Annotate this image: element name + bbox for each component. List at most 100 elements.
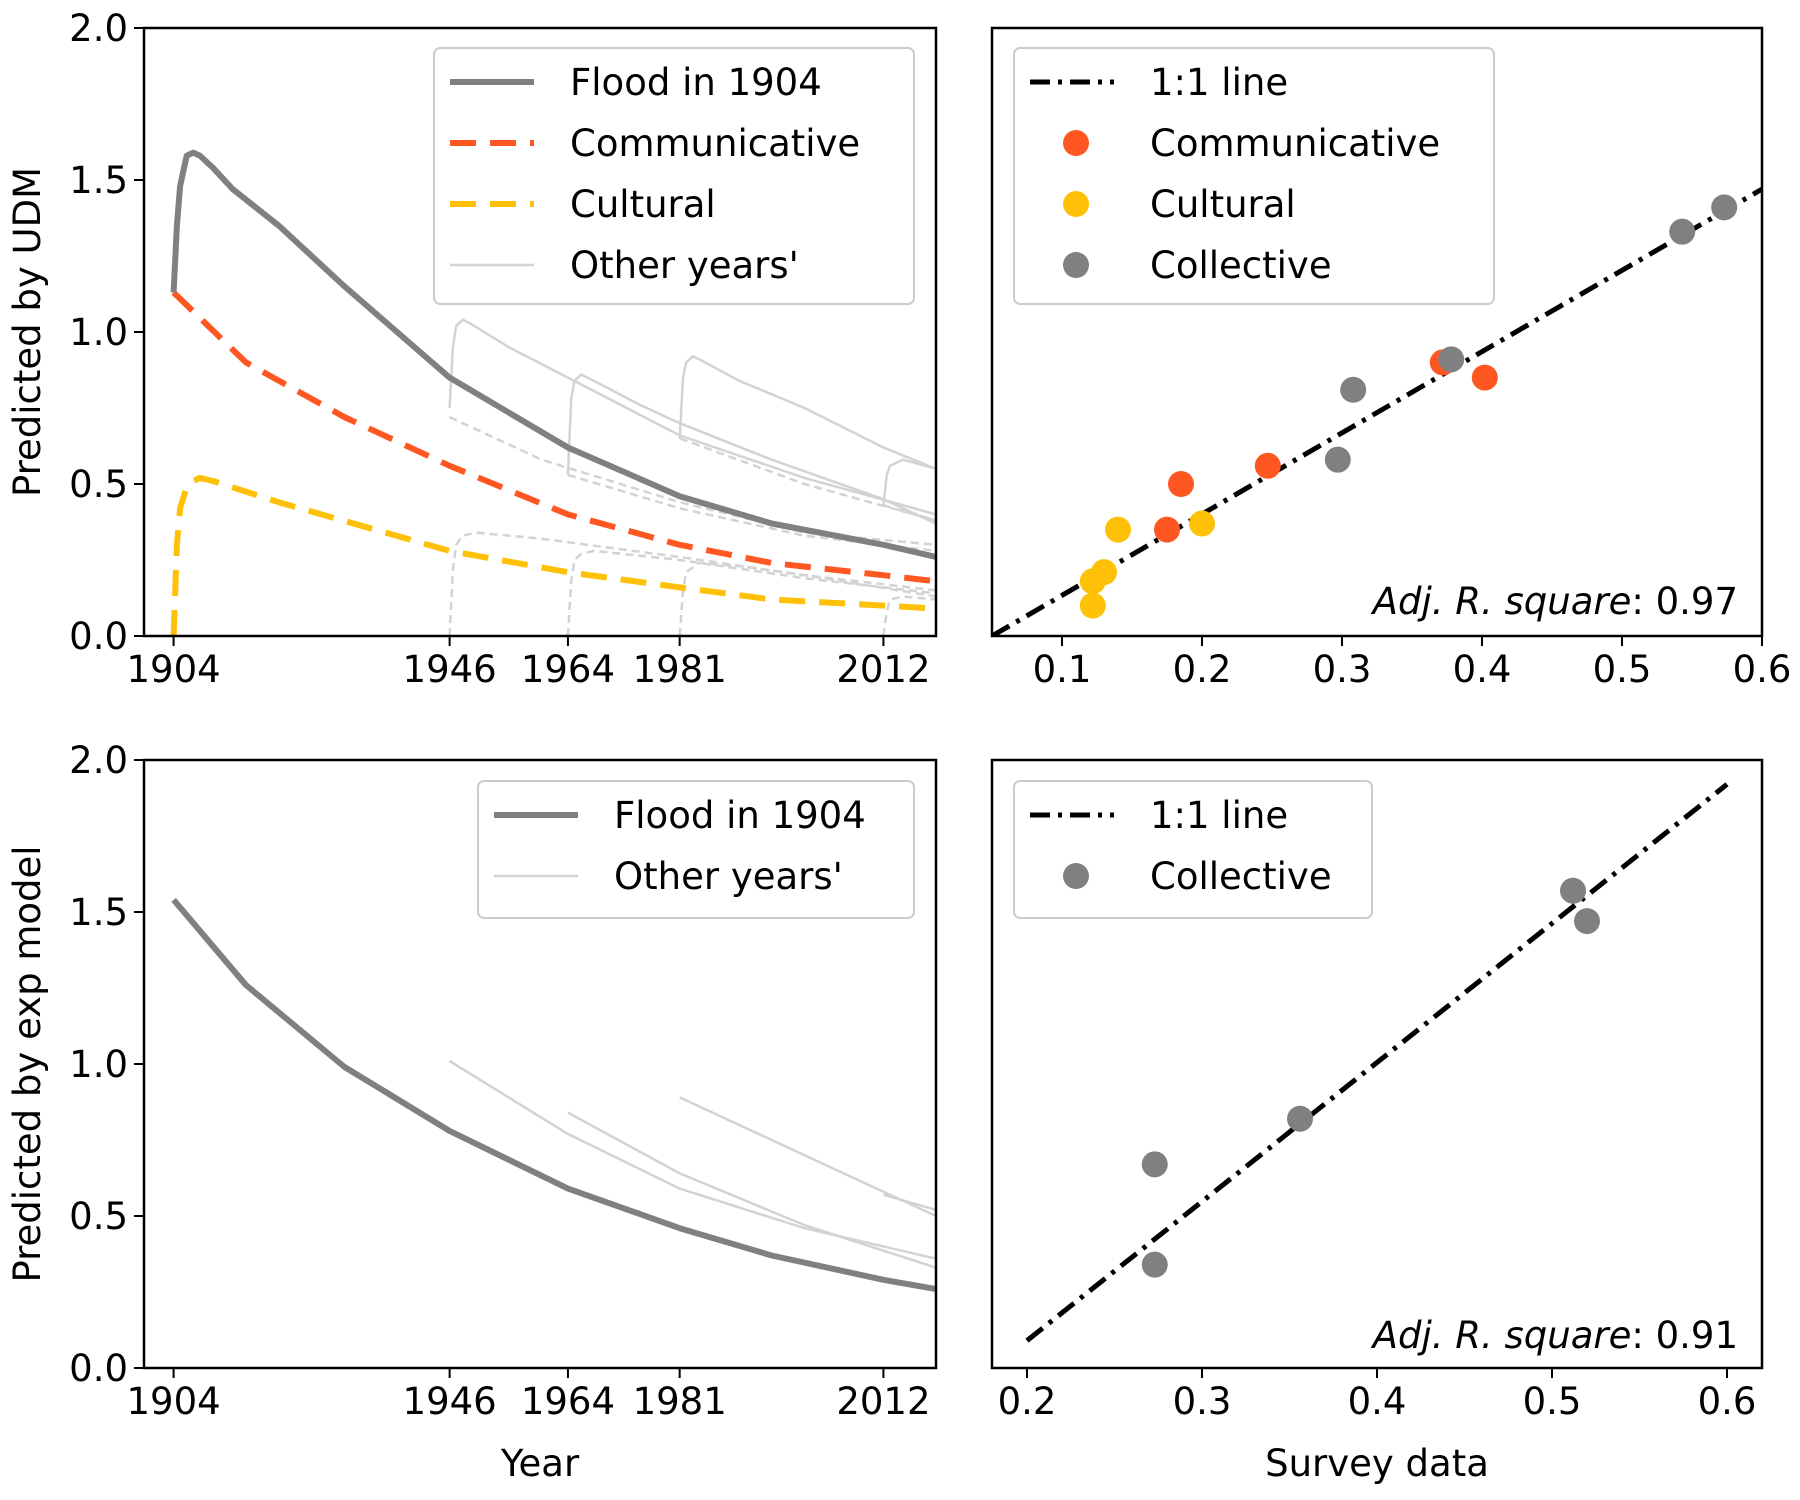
other-years-dashed-line: [679, 437, 936, 522]
y-tick-label: 1.0: [69, 1043, 128, 1086]
x-tick-label: 1981: [633, 1380, 727, 1423]
cultural-point: [1079, 592, 1106, 619]
collective-point: [1438, 346, 1465, 373]
panel-bottom-left: 1904 1946 1964 1981 2012 0.0 0.5 1.0 1.5 2.0 Predi…: [6, 739, 938, 1485]
x-tick-label: 2012: [836, 648, 930, 691]
x-axis-title: Survey data: [1265, 1442, 1489, 1485]
flood-series-line: [170, 149, 936, 560]
legend-marker: [1063, 863, 1089, 889]
legend-label: Cultural: [1150, 183, 1296, 226]
legend-box: [1013, 47, 1495, 305]
other-years-line: [566, 373, 936, 525]
other-years-line: [678, 354, 936, 470]
legend-label: 1:1 line: [1150, 794, 1288, 837]
legend-label: 1:1 line: [1150, 61, 1288, 104]
x-tick-label: 0.3: [1313, 648, 1372, 691]
y-axis-title: Predicted by UDM: [6, 167, 49, 497]
cultural-point: [1105, 516, 1131, 543]
legend-item: Communicative: [450, 122, 860, 165]
x-tick-label: 0.3: [1173, 1380, 1232, 1423]
r-square-label: Adj. R. square: [1371, 1314, 1632, 1357]
plot-area: [171, 897, 936, 1292]
legend-label: Communicative: [570, 122, 860, 165]
x-tick-label: 0.2: [998, 1380, 1057, 1423]
legend-item: Collective: [1063, 244, 1332, 287]
legend-item: Cultural: [450, 183, 716, 226]
legend-item: Other years': [450, 244, 799, 287]
collective-point: [1324, 446, 1351, 473]
collective-point: [1141, 1151, 1168, 1178]
collective-point: [1560, 877, 1586, 904]
cultural-point: [1189, 510, 1215, 537]
collective-point: [1669, 218, 1696, 245]
r-square-annotation: Adj. R. square: 0.91: [1371, 1314, 1738, 1357]
other-years-dashed-line: [567, 473, 936, 553]
legend-box: [433, 47, 915, 305]
legend-item: Collective: [1063, 855, 1332, 898]
communicative-point: [1254, 452, 1281, 479]
one-to-one-line: [992, 186, 1762, 636]
other-years-line: [882, 458, 936, 506]
x-tick-label: 1904: [126, 1380, 220, 1423]
other-years-dashed-line: [883, 504, 936, 522]
legend-item: Communicative: [1063, 122, 1440, 165]
legend: 1:1 line Communicative Cultural Collective: [1013, 47, 1495, 305]
other-years-line: [883, 1193, 936, 1212]
cultural-series-line: [170, 474, 936, 636]
x-tick-label: 1946: [403, 648, 497, 691]
plot-area: [170, 149, 936, 636]
legend: Flood in 1904 Communicative Cultural Other …: [433, 47, 915, 305]
x-tick-label: 0.6: [1698, 1380, 1757, 1423]
communicative-point: [1154, 516, 1180, 543]
legend-label: Collective: [1150, 244, 1332, 287]
y-axis-title: Predicted by exp model: [6, 845, 49, 1282]
legend: Flood in 1904 Other years': [477, 780, 915, 919]
legend-item: 1:1 line: [1030, 61, 1288, 104]
x-tick-label: 1946: [403, 1380, 497, 1423]
plot-area: [1025, 782, 1729, 1343]
cultural-point: [1091, 559, 1117, 586]
plot-frame: [990, 26, 1764, 638]
other-years-line: [679, 1096, 936, 1218]
y-tick-label: 1.5: [69, 891, 128, 934]
y-tick-label: 1.0: [69, 311, 128, 354]
legend-label: Communicative: [1150, 122, 1440, 165]
legend-item: Flood in 1904: [494, 794, 866, 837]
collective-point: [1340, 376, 1367, 403]
r-square-label: Adj. R. square: [1371, 580, 1632, 623]
x-tick-label: 0.6: [1733, 648, 1792, 691]
panel-top-left: 1904 1946 1964 1981 2012 0.0 0.5 1.0 1.5 2.0 Predi…: [6, 7, 938, 691]
collective-point: [1287, 1105, 1313, 1132]
panel-bottom-right: 0.2 0.3 0.4 0.5 0.6 Survey data 1:1 line Collec…: [990, 758, 1764, 1485]
legend-label: Other years': [570, 244, 799, 287]
legend: 1:1 line Collective: [1013, 780, 1373, 919]
communicative-point: [1168, 471, 1194, 497]
r-square-value: : 0.97: [1631, 580, 1738, 623]
y-tick-label: 0.0: [69, 615, 128, 658]
x-axis-title: Year: [500, 1442, 580, 1485]
x-tick-label: 1904: [126, 648, 220, 691]
r-square-annotation: Adj. R. square: 0.97: [1371, 580, 1738, 623]
r-square-value: : 0.91: [1631, 1314, 1738, 1357]
other-years-dashed-line: [678, 561, 936, 636]
other-years-line: [448, 318, 936, 516]
legend-item: 1:1 line: [1030, 794, 1288, 837]
legend-marker: [1063, 130, 1089, 156]
one-to-one-line: [1025, 782, 1729, 1343]
plot-area: [992, 186, 1762, 636]
x-tick-label: 2012: [836, 1380, 930, 1423]
y-tick-label: 0.5: [69, 463, 128, 506]
communicative-series-line: [171, 290, 936, 585]
other-years-dashed-line: [882, 595, 936, 636]
other-years-line: [567, 1111, 936, 1269]
legend-label: Collective: [1150, 855, 1332, 898]
legend-box: [477, 780, 915, 919]
legend-marker: [1063, 252, 1089, 278]
panel-top-right: 0.1 0.2 0.3 0.4 0.5 0.6 1:1 line Communicative C…: [990, 26, 1792, 691]
x-tick-label: 0.5: [1593, 648, 1652, 691]
legend-label: Other years': [614, 855, 843, 898]
legend-item: Cultural: [1063, 183, 1296, 226]
x-tick-label: 0.4: [1348, 1380, 1407, 1423]
y-tick-label: 0.0: [69, 1347, 128, 1390]
